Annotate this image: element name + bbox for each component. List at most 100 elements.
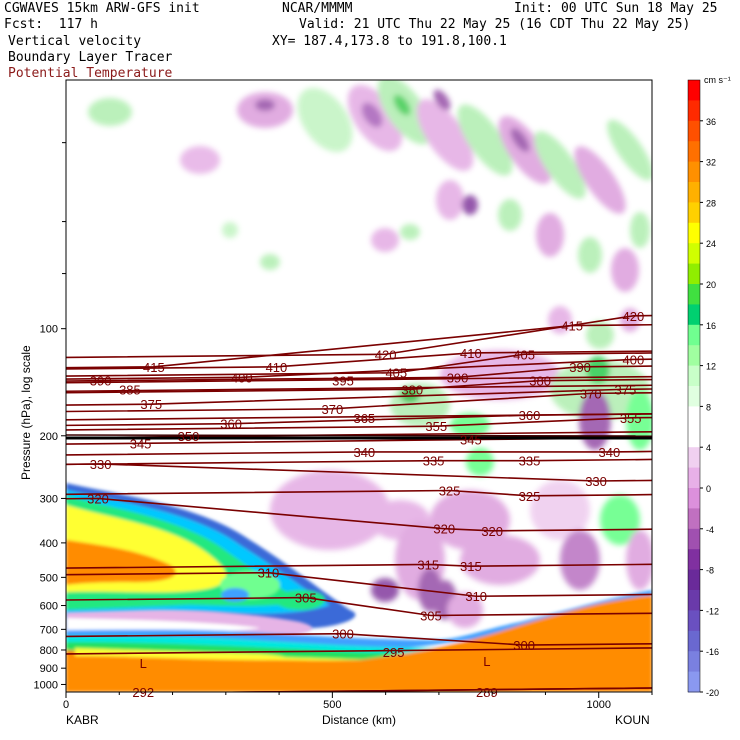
colorbar-unit: cm s⁻¹ [704, 75, 731, 85]
contour-label: 310 [465, 589, 487, 604]
colorbar-swatch [688, 141, 700, 163]
contour-label: 380 [401, 382, 423, 397]
x-tick-label: 500 [323, 699, 341, 711]
theta-contour-line [66, 352, 652, 377]
contour-label: 360 [519, 408, 541, 423]
colorbar-swatch [688, 467, 700, 489]
colorbar-swatch [688, 222, 700, 244]
valid-time: Valid: 21 UTC Thu 22 May 25 (16 CDT Thu … [299, 17, 691, 32]
colorbar-swatch [688, 569, 700, 591]
low-marker: L [483, 654, 490, 669]
theta-contour-line [66, 463, 652, 482]
plot-frame [65, 79, 653, 693]
contour-label: 410 [460, 346, 482, 361]
contour-label: 345 [130, 436, 152, 451]
colorbar-tick-label: 0 [706, 484, 711, 494]
contour-label: 390 [90, 374, 112, 389]
right-endpoint-label: KOUN [615, 713, 650, 727]
contour-label: 305 [295, 591, 317, 606]
contour-label: 325 [519, 489, 541, 504]
theta-contour-line [66, 413, 652, 427]
contour-label: 410 [266, 360, 288, 375]
colorbar-tick-label: 24 [706, 239, 716, 249]
theta-contour-line [66, 489, 652, 497]
colorbar-swatch [688, 508, 700, 530]
contour-label: 390 [569, 360, 591, 375]
contour-label: 415 [561, 319, 583, 334]
colorbar-tick-label: -8 [706, 566, 714, 576]
contour-label: 300 [513, 638, 535, 653]
theta-contour-line [66, 384, 652, 393]
contour-label: 320 [481, 524, 503, 539]
contour-label: 340 [353, 445, 375, 460]
colorbar-tick-label: -16 [706, 647, 719, 657]
contour-label: 405 [385, 366, 407, 381]
colorbar-tick-label: 28 [706, 198, 716, 208]
contour-label: 355 [620, 411, 642, 426]
theta-contour-line [66, 416, 652, 431]
y-tick-label: 200 [40, 431, 58, 443]
theta-contour-line [183, 687, 652, 692]
init-time: Init: 00 UTC Sun 18 May 25 [514, 1, 718, 16]
contour-label: 355 [425, 419, 447, 434]
theta-contour-line [66, 497, 652, 532]
contour-label: 345 [460, 433, 482, 448]
theta-contour-line [66, 365, 652, 382]
colorbar-swatch [688, 345, 700, 367]
contour-label: 400 [623, 352, 645, 367]
colorbar-swatch [688, 488, 700, 509]
theta-contour-line [66, 391, 652, 413]
contour-label: 320 [87, 491, 109, 506]
theta-contour-line [66, 323, 652, 369]
contour-label: 315 [417, 557, 439, 572]
contour-label: 330 [90, 457, 112, 472]
theta-contour-line [66, 458, 652, 466]
theta-contour-line [66, 571, 652, 598]
theta-contour-labels: 420 420 415 415 410 410 405 405 400 400 395 390 390 3… [87, 309, 645, 700]
colorbar-tick-label: -12 [706, 606, 719, 616]
contour-label: 295 [383, 645, 405, 660]
contour-label: 330 [585, 474, 607, 489]
colorbar-swatch [688, 263, 700, 285]
contour-label: 420 [375, 347, 397, 362]
y-axis-ticks: 100 200 300 400 500 600 700 800 900 1000 [34, 142, 66, 691]
theta-contour-line [66, 388, 652, 406]
contour-label: 415 [143, 360, 165, 375]
cross-section-endpoints: XY= 187.4,173.8 to 191.8,100.1 [272, 34, 507, 49]
colorbar-tick-label: 12 [706, 362, 716, 372]
x-axis-label: Distance (km) [322, 713, 396, 727]
colorbar-tick-label: 8 [706, 402, 711, 412]
colorbar-swatch [688, 610, 700, 632]
colorbar-tick-label: -20 [706, 688, 719, 698]
contour-label: 305 [420, 609, 442, 624]
colorbar-swatch [688, 324, 700, 346]
contour-label: 325 [439, 484, 461, 499]
colorbar-swatch [688, 202, 700, 224]
contour-label: 370 [322, 402, 344, 417]
contour-label: 405 [513, 347, 535, 362]
x-axis-ticks: 0 500 1000 [63, 692, 653, 711]
heavy-isentrope-line-2 [65, 434, 653, 437]
colorbar-swatch [688, 651, 700, 673]
theta-contour-line [66, 314, 652, 359]
colorbar-swatch [688, 80, 700, 101]
colorbar-tick-label: 16 [706, 321, 716, 331]
colorbar-swatch [688, 406, 700, 428]
colorbar-tick-label: 36 [706, 117, 716, 127]
contour-label: 335 [423, 454, 445, 469]
contour-label: 350 [178, 429, 200, 444]
contour-label: 340 [599, 445, 621, 460]
colorbar-swatch [688, 182, 700, 203]
colorbar-swatch [688, 447, 700, 469]
contour-label: 380 [529, 374, 551, 389]
contour-label: 375 [615, 382, 637, 397]
organization: NCAR/MMMM [282, 1, 353, 16]
contour-label: 310 [258, 566, 280, 581]
colorbar-swatch [688, 243, 700, 265]
colorbar-swatch [688, 161, 700, 183]
contour-label: 390 [447, 370, 469, 385]
colorbar-swatch [688, 284, 700, 305]
theta-contours [66, 314, 652, 692]
contour-label: 320 [433, 522, 455, 537]
